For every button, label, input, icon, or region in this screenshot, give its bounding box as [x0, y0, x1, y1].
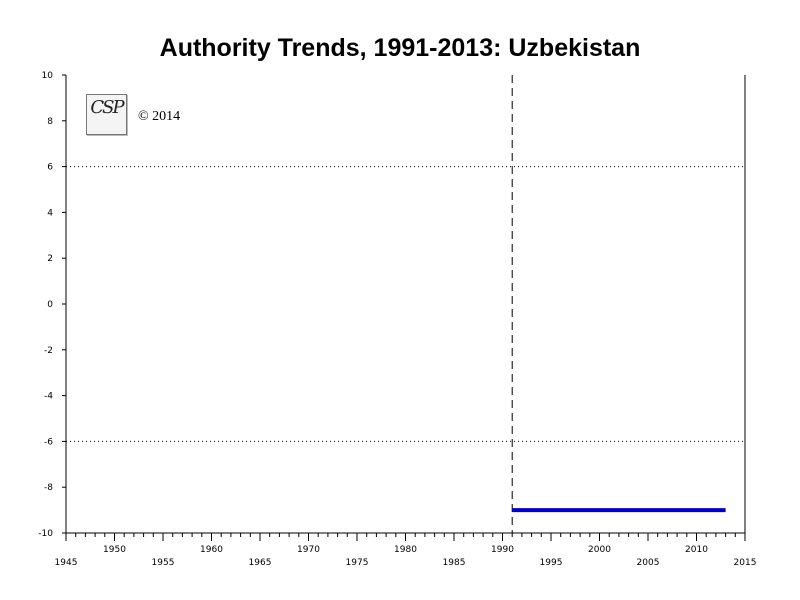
y-axis-ticks: 10 8 6 4 2 0 -2 -4 -6 -8 -10 — [38, 71, 66, 539]
y-tick-label: -2 — [44, 346, 53, 356]
chart-title: Authority Trends, 1991-2013: Uzbekistan — [159, 34, 641, 62]
x-tick-label-top: 1950 — [103, 545, 126, 555]
x-tick-label-bottom: 2005 — [637, 558, 660, 568]
x-axis-ticks: 1945 1955 1965 1975 1985 1995 2005 2015 1950 1960… — [55, 533, 757, 568]
reference-lines — [66, 75, 745, 533]
y-tick-label: -4 — [44, 392, 53, 402]
y-tick-label: -10 — [38, 529, 53, 539]
y-tick-label: 8 — [47, 117, 53, 127]
y-tick-label: 6 — [47, 163, 53, 173]
x-tick-label-top: 2010 — [685, 545, 708, 555]
y-tick-label: 4 — [47, 208, 53, 218]
y-tick-label: 10 — [42, 71, 54, 81]
x-tick-label-bottom: 1955 — [152, 558, 175, 568]
csp-logo: CSP — [86, 94, 127, 135]
copyright-label: © 2014 — [138, 109, 181, 124]
x-tick-label-top: 1990 — [491, 545, 514, 555]
x-tick-label-bottom: 2015 — [734, 558, 757, 568]
x-tick-label-bottom: 1945 — [55, 558, 78, 568]
x-tick-label-top: 1970 — [297, 545, 320, 555]
csp-logo-text: CSP — [90, 97, 124, 118]
x-tick-label-top: 2000 — [588, 545, 611, 555]
y-tick-label: -6 — [44, 437, 53, 447]
x-tick-label-top: 1980 — [394, 545, 417, 555]
x-tick-label-bottom: 1995 — [540, 558, 563, 568]
x-tick-label-bottom: 1975 — [346, 558, 369, 568]
y-tick-label: 2 — [47, 254, 53, 264]
y-tick-label: 0 — [47, 300, 53, 310]
y-tick-label: -8 — [44, 483, 53, 493]
x-tick-label-top: 1960 — [200, 545, 223, 555]
x-tick-label-bottom: 1965 — [249, 558, 272, 568]
plot-frame — [65, 75, 746, 534]
x-tick-label-bottom: 1985 — [443, 558, 466, 568]
